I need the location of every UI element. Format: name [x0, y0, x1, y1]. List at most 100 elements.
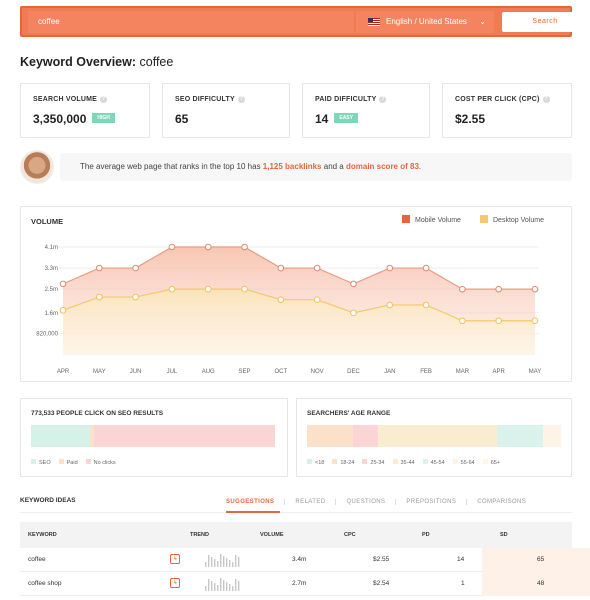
- legend-swatch: [480, 215, 488, 223]
- title-keyword: coffee: [139, 55, 174, 69]
- x-tick-label: APR: [57, 369, 70, 375]
- divider: [20, 512, 572, 513]
- data-point: [350, 309, 357, 317]
- table-row[interactable]: coffee shop ↳ 2.7m $2.54 1 48: [20, 572, 590, 596]
- table-row[interactable]: coffee ↳ 3.4m $2.55 14 65: [20, 548, 590, 572]
- sd-highlight: [482, 548, 590, 572]
- legend-label: 25-34: [370, 460, 385, 466]
- bar-segment: [543, 425, 561, 447]
- legend-label: 18-24: [340, 460, 355, 466]
- legend-swatch: [482, 459, 488, 465]
- column-header-pd[interactable]: PD: [422, 532, 430, 538]
- legend-swatch: [452, 459, 458, 465]
- data-point: [313, 296, 321, 303]
- keyword-ideas-tabs: SUGGESTIONS RELATED QUESTIONS PREPOSITIO…: [226, 499, 536, 505]
- x-tick-label: JUL: [167, 369, 178, 375]
- x-tick-label: JAN: [384, 369, 395, 375]
- sparkline-bar: [205, 586, 207, 591]
- info-icon[interactable]: ?: [379, 96, 387, 103]
- age-range-panel: SEARCHERS' AGE RANGE <18 18-24 25-34 35-44 4…: [296, 398, 572, 477]
- search-bar: coffee English / United States ⌄ Search: [20, 6, 588, 37]
- keyword-cell[interactable]: coffee: [28, 556, 46, 563]
- seo-clicks-legend: SEO Paid No clicks: [31, 459, 116, 466]
- tab-comparisons[interactable]: COMPARISONS: [466, 499, 536, 505]
- data-point: [59, 306, 67, 314]
- data-point: [495, 317, 502, 325]
- avatar: [20, 150, 54, 184]
- tab-suggestions[interactable]: SUGGESTIONS: [226, 499, 275, 505]
- column-header-trend[interactable]: TREND: [190, 532, 209, 538]
- sparkline-bar: [232, 562, 234, 567]
- sparkline-bar: [205, 562, 207, 567]
- data-point: [204, 243, 212, 251]
- column-header-sd[interactable]: SD: [500, 532, 508, 538]
- info-icon[interactable]: ?: [542, 96, 550, 103]
- info-icon[interactable]: ?: [237, 96, 245, 103]
- sparkline-bar: [223, 556, 225, 567]
- legend-label: Mobile Volume: [415, 216, 461, 224]
- data-point: [96, 293, 103, 301]
- data-point: [459, 317, 466, 325]
- data-point: [459, 285, 466, 293]
- metric-card-paid-difficulty: PAID DIFFICULTY? 14 EASY: [302, 83, 430, 138]
- banner-text: The average web page that ranks in the t…: [80, 162, 263, 171]
- data-point: [132, 264, 139, 272]
- seo-clicks-panel: 773,533 PEOPLE CLICK ON SEO RESULTS SEO P…: [20, 398, 288, 477]
- x-tick-label: FEB: [420, 369, 432, 375]
- age-range-legend: <18 18-24 25-34 35-44 45-54 55-64 65+: [307, 459, 500, 466]
- tab-related[interactable]: RELATED: [284, 499, 335, 505]
- info-icon[interactable]: ?: [100, 96, 108, 103]
- x-tick-label: AUG: [202, 369, 215, 375]
- column-header-volume[interactable]: VOLUME: [260, 532, 284, 538]
- sparkline-bar: [217, 561, 219, 567]
- legend-label: Paid: [66, 460, 78, 466]
- data-point: [132, 293, 139, 301]
- title-prefix: Keyword Overview:: [20, 55, 137, 69]
- column-header-cpc[interactable]: CPC: [344, 532, 356, 538]
- data-point: [96, 264, 103, 272]
- sparkline-bar: [214, 583, 216, 591]
- legend-label: 55-64: [460, 460, 475, 466]
- tab-prepositions[interactable]: PREPOSITIONS: [395, 499, 466, 505]
- sd-highlight: [482, 572, 590, 596]
- data-point: [531, 317, 539, 325]
- volume-cell: 3.4m: [292, 556, 307, 563]
- legend-desktop[interactable]: Desktop Volume: [480, 215, 544, 224]
- data-point: [422, 264, 430, 272]
- pd-cell: 1: [461, 580, 465, 587]
- search-button[interactable]: Search: [502, 12, 588, 32]
- data-point: [350, 280, 357, 288]
- legend-label: Desktop Volume: [493, 216, 544, 224]
- x-tick-label: SEP: [239, 369, 251, 375]
- keyword-cell[interactable]: coffee shop: [28, 580, 62, 587]
- legend-item: SEO: [31, 459, 51, 466]
- x-tick-label: NOV: [311, 369, 324, 375]
- tab-questions[interactable]: QUESTIONS: [335, 499, 395, 505]
- open-keyword-icon[interactable]: ↳: [170, 578, 180, 588]
- active-tab-indicator: [226, 511, 280, 513]
- x-tick-label: DEC: [347, 369, 360, 375]
- legend-mobile[interactable]: Mobile Volume: [402, 215, 461, 224]
- sparkline-bar: [223, 580, 225, 591]
- legend-item: 55-64: [452, 459, 475, 466]
- metric-card-search-volume: SEARCH VOLUME? 3,350,000 HIGH: [20, 83, 150, 138]
- cpc-cell: $2.55: [373, 556, 390, 563]
- legend-item: 18-24: [332, 459, 355, 466]
- search-input[interactable]: coffee: [28, 11, 354, 33]
- legend-item: <18: [307, 459, 325, 466]
- x-tick-label: MAR: [456, 369, 470, 375]
- legend-label: <18: [315, 460, 325, 466]
- sparkline-bar: [229, 584, 231, 591]
- keyword-ideas-title: KEYWORD IDEAS: [20, 497, 76, 504]
- banner-text: and a: [321, 162, 346, 171]
- open-keyword-icon[interactable]: ↳: [170, 554, 180, 564]
- data-point: [59, 280, 67, 288]
- legend-item: 45-54: [422, 459, 445, 466]
- language-select[interactable]: English / United States ⌄: [356, 11, 494, 33]
- status-badge: HIGH: [92, 112, 115, 123]
- data-point: [531, 285, 539, 293]
- metric-label: SEARCH VOLUME: [33, 96, 98, 103]
- column-header-keyword[interactable]: KEYWORD: [28, 532, 57, 538]
- data-point: [386, 301, 394, 309]
- seo-clicks-bar: [31, 425, 275, 447]
